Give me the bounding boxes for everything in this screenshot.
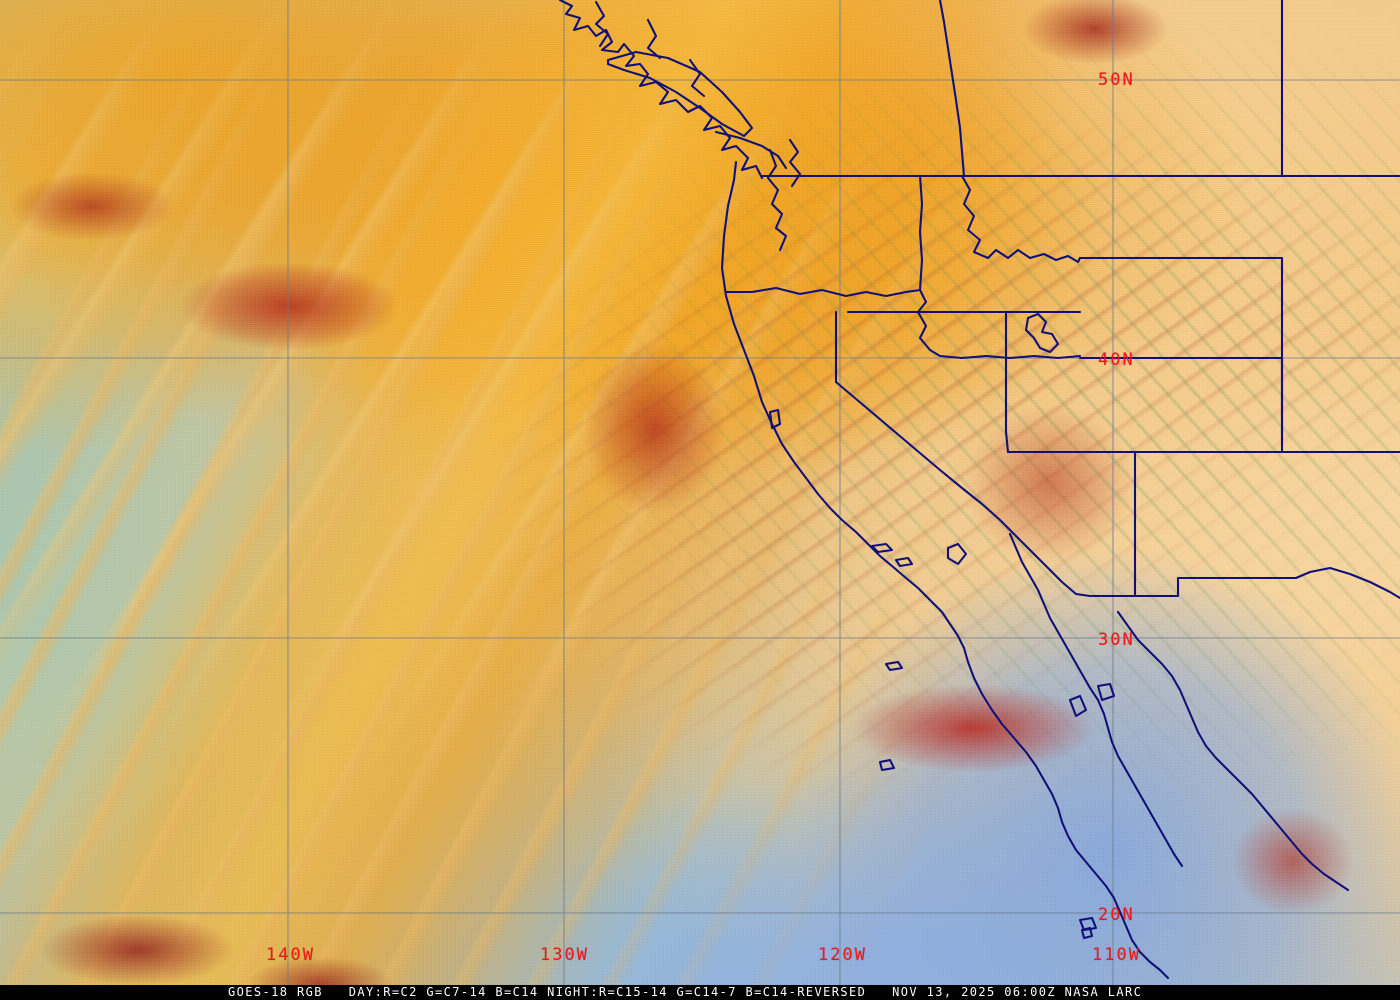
coastline-baja-west bbox=[962, 646, 1170, 980]
coastline-juan-de-fuca bbox=[714, 130, 788, 170]
coastline-bc-inlet-b bbox=[646, 18, 662, 60]
coastline-baja-east bbox=[1008, 532, 1184, 868]
border-nevada-utah bbox=[1004, 310, 1010, 454]
border-bc-alberta bbox=[938, 0, 966, 178]
lon-label-140w: 140W bbox=[266, 945, 315, 965]
lake-salton-sea bbox=[946, 542, 968, 566]
lat-label-40n: 40N bbox=[1098, 350, 1135, 370]
lake-tahoe bbox=[768, 408, 782, 430]
lon-label-120w: 120W bbox=[818, 945, 867, 965]
border-arizona-mexico bbox=[1006, 526, 1400, 600]
lake-great-salt-lake bbox=[1024, 312, 1060, 354]
caption-text: GOES-18 RGB DAY:R=C2 G=C7-14 B=C14 NIGHT… bbox=[228, 985, 1143, 999]
border-nevada-california bbox=[834, 380, 1010, 530]
coastline-mexico-mainland bbox=[1116, 610, 1350, 892]
coastline-bc-inlet-a bbox=[594, 0, 610, 48]
island-guadalupe bbox=[878, 758, 896, 772]
island-small-pacific bbox=[1078, 916, 1098, 932]
coastline-puget-sound bbox=[766, 148, 788, 252]
lat-label-20n: 20N bbox=[1098, 905, 1135, 925]
lon-label-110w: 110W bbox=[1092, 945, 1141, 965]
coastline-us-west bbox=[720, 160, 966, 650]
coastline-bc-inlet-c bbox=[688, 58, 706, 98]
coastline-puget-inlet bbox=[788, 138, 802, 188]
border-idaho-montana bbox=[960, 174, 1082, 264]
geography-vectors bbox=[558, 0, 1400, 980]
coastline-channel-islands-3 bbox=[884, 660, 904, 672]
lat-label-30n: 30N bbox=[1098, 630, 1135, 650]
coastline-british-columbia bbox=[558, 0, 764, 180]
island-tiburon bbox=[1096, 682, 1116, 702]
coastline-channel-islands-2 bbox=[894, 556, 914, 568]
caption-bar: GOES-18 RGB DAY:R=C2 G=C7-14 B=C14 NIGHT… bbox=[0, 985, 1400, 1000]
island-angel-de-la-guarda bbox=[1068, 694, 1088, 718]
coastline-channel-islands-1 bbox=[870, 542, 894, 554]
border-oregon-idaho bbox=[916, 288, 1082, 360]
lon-label-130w: 130W bbox=[540, 945, 589, 965]
lat-label-50n: 50N bbox=[1098, 70, 1135, 90]
border-washington-idaho bbox=[918, 174, 924, 292]
border-washington-oregon bbox=[724, 286, 922, 298]
island-offshore-dot bbox=[1080, 926, 1094, 940]
coastline-vancouver-island bbox=[606, 50, 754, 138]
